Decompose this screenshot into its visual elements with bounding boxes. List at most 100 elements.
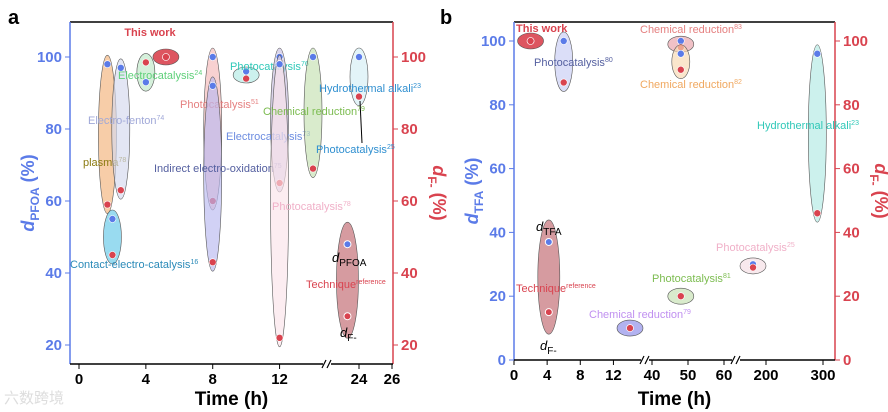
target-point <box>103 60 112 68</box>
series-label: Photocatalysis25 <box>316 144 395 156</box>
legend-target-label: dTFA <box>536 219 562 238</box>
legend-target-label: dPFOA <box>332 250 367 269</box>
x-tick-label: 8 <box>576 367 584 384</box>
series-label: Contact-electro-catalysis16 <box>70 259 198 271</box>
series-label: Photocatalysis78 <box>272 201 351 213</box>
x-tick-label: 0 <box>75 371 83 388</box>
x-tick-label: 200 <box>753 367 778 384</box>
y-left-tick-label: 60 <box>45 193 62 210</box>
series-ellipse <box>203 76 223 272</box>
series-label: Electrocatalysis24 <box>118 70 202 82</box>
target-point <box>116 64 125 72</box>
y-left-tick-label: 20 <box>45 337 62 354</box>
series-label: Photocatalysis80 <box>534 57 613 69</box>
fluoride-point <box>242 74 250 83</box>
series-label: Electro-fenton74 <box>88 115 164 127</box>
x-tick-label: 4 <box>543 367 552 384</box>
y-right-tick-label: 100 <box>843 33 868 50</box>
y-left-tick-label: 100 <box>37 49 62 66</box>
y-right-tick-label: 40 <box>401 265 418 282</box>
series-label: Chemical reduction79 <box>589 309 691 321</box>
x-tick-label: 300 <box>810 367 835 384</box>
panel-label-b: b <box>440 7 452 29</box>
series-label: Hydrothermal alkali23 <box>319 83 421 95</box>
legend-fluoride-point <box>544 308 553 317</box>
fluoride-point <box>103 200 112 209</box>
legend-fluoride-label: dF- <box>340 325 357 344</box>
target-point <box>355 53 363 61</box>
y-right-tick-label: 20 <box>401 337 418 354</box>
fluoride-point <box>162 53 170 61</box>
series-label: Chemical reduction83 <box>640 24 742 36</box>
fluoride-point <box>676 65 685 74</box>
y-right-axis-title: dF- (%) <box>867 163 888 218</box>
target-point <box>142 78 150 86</box>
x-tick-label: 0 <box>510 367 518 384</box>
axis-break-mark <box>735 355 741 365</box>
y-right-tick-label: 60 <box>843 161 860 178</box>
y-left-tick-label: 40 <box>45 265 62 282</box>
series-ellipse <box>554 31 574 92</box>
target-point <box>309 53 317 61</box>
series-label: Hydrothermal alkali23 <box>757 120 859 132</box>
fluoride-point <box>355 92 363 101</box>
target-point <box>208 53 217 61</box>
target-point <box>676 49 685 58</box>
series-label: Indirect electro-oxidation75 <box>154 163 282 175</box>
target-point <box>676 37 685 45</box>
panel-label-a: a <box>8 7 20 29</box>
x-tick-label: 8 <box>209 371 217 388</box>
y-left-tick-label: 100 <box>481 33 506 50</box>
legend-ellipse <box>336 221 359 339</box>
fluoride-point <box>813 209 822 218</box>
x-axis-title: Time (h) <box>638 389 712 410</box>
series-ellipse <box>671 44 691 80</box>
x-tick-label: 26 <box>384 371 401 388</box>
fluoride-point <box>676 292 685 301</box>
legend-fluoride-label: dF- <box>540 338 557 357</box>
target-point <box>275 60 284 68</box>
x-tick-label: 60 <box>716 367 733 384</box>
axis-break-mark <box>730 355 736 365</box>
x-tick-label: 50 <box>680 367 697 384</box>
fluoride-point <box>749 263 757 272</box>
y-left-axis-title: dTFA (%) <box>462 158 486 225</box>
target-point <box>813 49 822 58</box>
y-left-tick-label: 20 <box>489 288 506 305</box>
y-left-axis-title: dPFOA (%) <box>18 154 42 231</box>
legend-technique-label: Techniquereference <box>516 283 596 295</box>
y-left-tick-label: 60 <box>489 161 506 178</box>
legend-technique-label: Techniquereference <box>306 279 386 291</box>
fluoride-point <box>116 186 125 194</box>
series-ellipse <box>270 54 289 348</box>
fluoride-point <box>108 251 117 259</box>
x-tick-label: 12 <box>605 367 622 384</box>
legend-ellipse <box>537 219 561 335</box>
series-ellipse <box>103 209 122 265</box>
legend-target-point <box>343 240 352 249</box>
series-label: Chemical reduction82 <box>640 79 742 91</box>
fluoride-point <box>526 37 535 45</box>
y-left-tick-label: 80 <box>45 121 62 138</box>
panel-b: 0 4 8 12 40 50 60 200 300 0 20 40 60 80 100 0 20 40 60 80 10… <box>462 21 888 410</box>
y-left-tick-label: 80 <box>489 97 506 114</box>
target-point <box>208 82 217 90</box>
series-ellipse <box>303 47 323 178</box>
fluoride-point <box>626 324 634 332</box>
y-right-tick-label: 20 <box>843 288 860 305</box>
x-axis-title: Time (h) <box>195 389 269 410</box>
series-label: Electrocatalysis73 <box>226 131 310 143</box>
y-right-tick-label: 100 <box>401 49 426 66</box>
fluoride-point <box>142 58 150 67</box>
axis-break-mark <box>326 359 332 369</box>
y-right-tick-label: 40 <box>843 224 860 241</box>
series-ellipse <box>136 53 156 92</box>
series-label: Photocatalysis81 <box>652 273 731 285</box>
fluoride-point <box>275 333 284 342</box>
axis-break <box>323 360 331 368</box>
axis-break <box>641 356 649 364</box>
y-right-axis-title: dF- (%) <box>425 165 449 220</box>
fluoride-point <box>208 258 217 267</box>
